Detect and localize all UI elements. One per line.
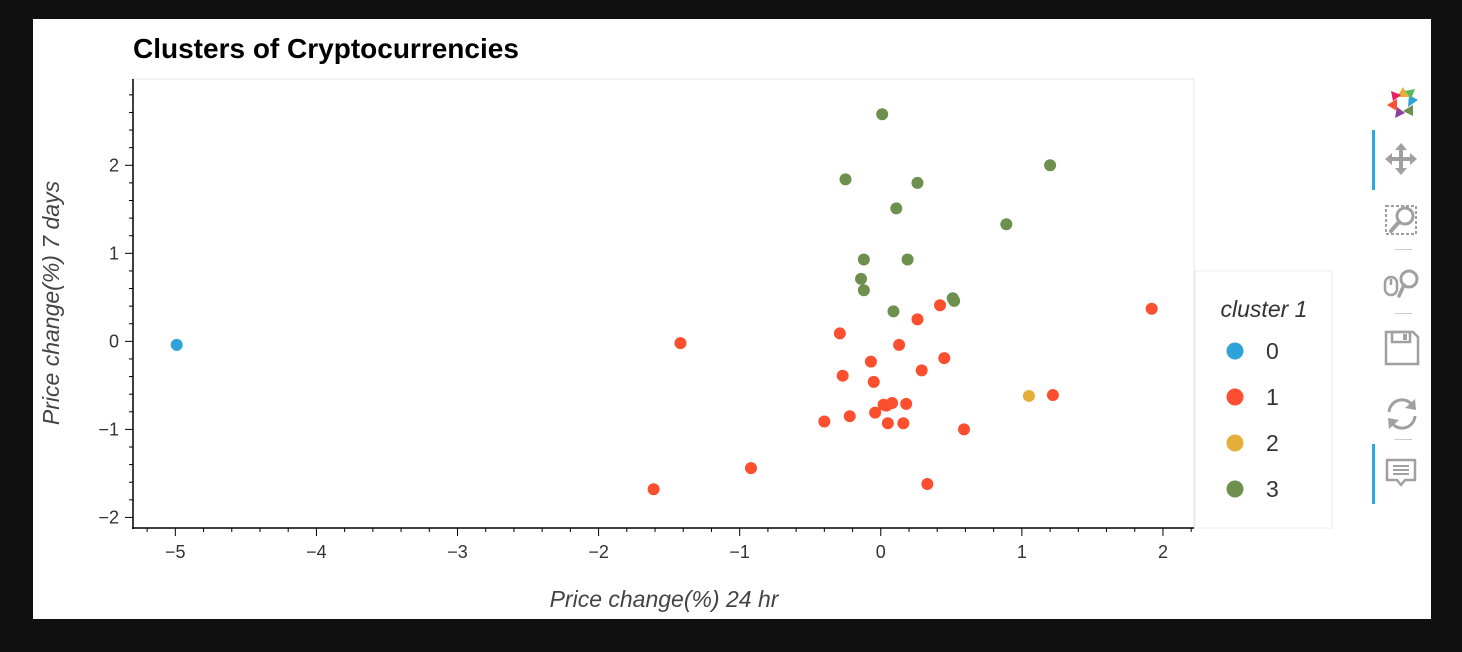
wheel-zoom-icon xyxy=(1383,269,1419,298)
data-point-cluster-1 xyxy=(647,483,660,496)
data-point-cluster-2 xyxy=(1022,389,1035,402)
data-point-cluster-1 xyxy=(1145,302,1158,315)
data-point-cluster-1 xyxy=(744,462,757,475)
data-point-cluster-1 xyxy=(674,337,687,350)
data-point-cluster-3 xyxy=(1044,159,1057,172)
data-point-cluster-1 xyxy=(921,477,934,490)
y-axis: −2 −1 0 1 2 xyxy=(98,79,134,529)
data-point-cluster-1 xyxy=(833,327,846,340)
x-tick-label: 2 xyxy=(1158,542,1168,562)
data-point-cluster-1 xyxy=(915,364,928,377)
data-point-cluster-1 xyxy=(864,355,877,368)
data-point-cluster-1 xyxy=(836,369,849,382)
x-tick-label: 1 xyxy=(1017,542,1027,562)
data-point-cluster-1 xyxy=(867,375,880,388)
legend-item-label: 3 xyxy=(1266,476,1279,502)
toolbar-divider xyxy=(1394,249,1412,250)
data-point-cluster-3 xyxy=(857,284,870,297)
data-point-cluster-1 xyxy=(897,417,910,430)
reset-tool-button[interactable] xyxy=(1372,385,1428,441)
y-tick-label: −2 xyxy=(98,507,119,527)
legend-box xyxy=(1194,270,1333,529)
data-point-cluster-1 xyxy=(818,415,831,428)
pan-tool-button[interactable] xyxy=(1372,130,1428,190)
x-tick-label: −2 xyxy=(588,542,609,562)
y-tick-label: 2 xyxy=(109,155,119,175)
data-point-cluster-1 xyxy=(893,338,906,351)
toolbar-divider xyxy=(1394,439,1412,440)
plot-frame xyxy=(132,78,1195,529)
wheel-zoom-tool-button[interactable] xyxy=(1372,255,1428,311)
legend-marker xyxy=(1226,480,1244,498)
toolbar-divider xyxy=(1394,313,1412,314)
data-point-cluster-3 xyxy=(857,253,870,266)
data-point-cluster-1 xyxy=(958,423,971,436)
hover-tool-button[interactable] xyxy=(1372,444,1428,504)
y-tick-label: 1 xyxy=(109,243,119,263)
toolbar xyxy=(1372,73,1428,513)
y-tick-label: −1 xyxy=(98,419,119,439)
data-point-cluster-1 xyxy=(934,299,947,312)
data-point-cluster-0 xyxy=(170,338,183,351)
data-point-cluster-3 xyxy=(911,176,924,189)
data-point-cluster-3 xyxy=(855,272,868,285)
data-point-cluster-3 xyxy=(887,305,900,318)
x-tick-label: −5 xyxy=(165,542,186,562)
legend-marker xyxy=(1226,388,1244,406)
y-axis-label: Price change(%) 7 days xyxy=(38,180,64,425)
save-tool-button[interactable] xyxy=(1372,319,1428,375)
data-point-cluster-1 xyxy=(900,397,913,410)
data-point-cluster-1 xyxy=(886,396,899,409)
hover-icon xyxy=(1385,458,1417,487)
legend-marker xyxy=(1226,434,1244,452)
x-tick-label: −4 xyxy=(306,542,327,562)
data-point-cluster-3 xyxy=(948,294,961,307)
scatter-chart[interactable]: −5 −4 −3 −2 −1 0 1 2 −2 −1 0 1 2 Price change(%) 24… xyxy=(33,19,1333,619)
data-point-cluster-1 xyxy=(911,313,924,326)
legend-item-label: 1 xyxy=(1266,384,1279,410)
legend-marker xyxy=(1226,342,1244,360)
bokeh-logo-icon[interactable] xyxy=(1372,73,1428,129)
x-tick-label: −3 xyxy=(447,542,468,562)
data-point-cluster-1 xyxy=(1046,389,1059,402)
reset-icon xyxy=(1387,398,1417,430)
data-points xyxy=(170,108,1158,496)
legend-title: cluster 1 xyxy=(1221,296,1308,322)
chart-title: Clusters of Cryptocurrencies xyxy=(133,33,519,64)
box-zoom-tool-button[interactable] xyxy=(1372,191,1428,247)
data-point-cluster-3 xyxy=(890,202,903,215)
x-axis-label: Price change(%) 24 hr xyxy=(550,586,780,612)
legend: cluster 1 0 1 2 3 xyxy=(1194,270,1333,529)
data-point-cluster-3 xyxy=(876,108,889,121)
data-point-cluster-1 xyxy=(843,410,856,423)
box-zoom-icon xyxy=(1385,205,1417,235)
legend-items: 0 1 2 3 xyxy=(1226,338,1279,502)
x-tick-label: −1 xyxy=(729,542,750,562)
data-point-cluster-3 xyxy=(1000,218,1013,231)
pan-icon xyxy=(1385,143,1417,175)
data-point-cluster-1 xyxy=(938,352,951,365)
data-point-cluster-1 xyxy=(881,417,894,430)
x-tick-label: 0 xyxy=(876,542,886,562)
chart-panel: Clusters of Cryptocurrencies −5 −4 −3 −2 −1 0… xyxy=(33,19,1431,619)
x-axis: −5 −4 −3 −2 −1 0 1 2 xyxy=(132,527,1194,562)
data-point-cluster-3 xyxy=(901,253,914,266)
legend-item-label: 0 xyxy=(1266,338,1279,364)
data-point-cluster-3 xyxy=(839,173,852,186)
y-tick-label: 0 xyxy=(109,331,119,351)
legend-item-label: 2 xyxy=(1266,430,1279,456)
save-icon xyxy=(1384,330,1420,366)
data-point-cluster-1 xyxy=(869,406,882,419)
